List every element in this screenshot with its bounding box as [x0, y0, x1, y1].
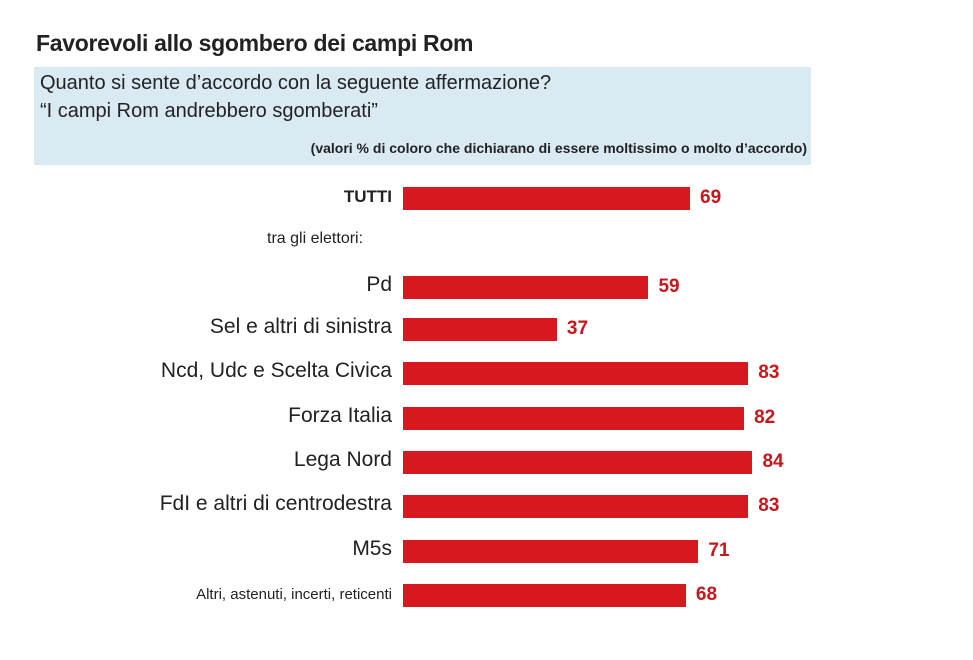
bar [403, 451, 753, 474]
category-label: M5s [352, 537, 392, 560]
category-label: TUTTI [343, 187, 392, 206]
bar [403, 187, 691, 210]
value-label: 83 [758, 495, 780, 516]
value-label: 59 [658, 276, 680, 297]
bar [403, 540, 699, 563]
value-label: 84 [762, 451, 784, 472]
question-box [34, 67, 811, 165]
bar [403, 407, 745, 430]
bar [403, 584, 686, 607]
category-label: Pd [366, 273, 392, 296]
bar [403, 495, 749, 518]
value-label: 83 [758, 362, 780, 383]
category-label: Forza Italia [288, 404, 392, 427]
value-label: 71 [708, 540, 730, 561]
bar [403, 318, 557, 341]
question-line-2: “I campi Rom andrebbero sgomberati” [40, 100, 378, 122]
category-label: Lega Nord [293, 448, 392, 471]
value-label: 82 [754, 407, 776, 428]
bar [403, 276, 649, 299]
category-label: Sel e altri di sinistra [209, 315, 392, 338]
chart-title: Favorevoli allo sgombero dei campi Rom [36, 30, 474, 56]
category-label: Altri, astenuti, incerti, reticenti [196, 586, 392, 603]
bar [403, 362, 749, 385]
category-label: Ncd, Udc e Scelta Civica [160, 359, 392, 382]
values-note: (valori % di coloro che dichiarano di es… [310, 140, 807, 156]
value-label: 37 [566, 318, 589, 339]
group-label: tra gli elettori: [267, 230, 364, 247]
question-line-1: Quanto si sente d’accordo con la seguent… [40, 72, 552, 94]
value-label: 68 [695, 584, 718, 605]
value-label: 69 [700, 187, 722, 208]
category-label: FdI e altri di centrodestra [159, 492, 392, 515]
